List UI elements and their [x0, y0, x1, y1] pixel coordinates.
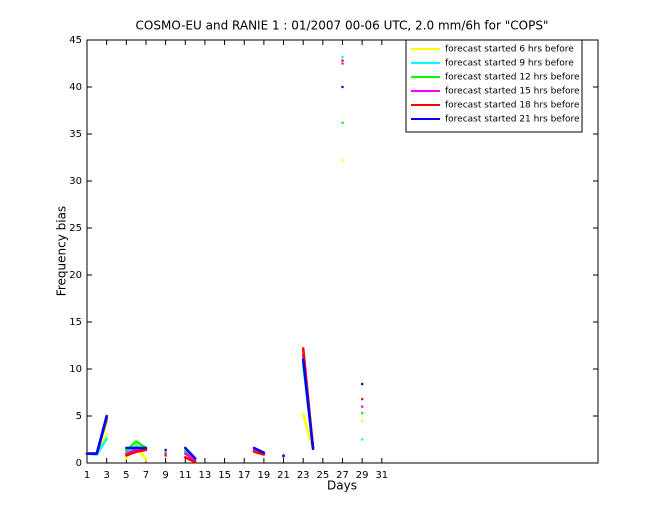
x-tick-label: 23 — [297, 470, 310, 481]
x-tick-label: 15 — [218, 470, 231, 481]
legend-label: forecast started 21 hrs before — [445, 115, 580, 125]
x-tick-label: 13 — [199, 470, 212, 481]
x-tick-label: 19 — [258, 470, 271, 481]
x-tick-label: 29 — [356, 470, 369, 481]
legend: forecast started 6 hrs before forecast st… — [405, 39, 583, 133]
x-tick-label: 5 — [123, 470, 129, 481]
legend-box — [405, 39, 583, 133]
y-tick-label: 5 — [76, 411, 82, 422]
x-tick-label: 27 — [336, 470, 349, 481]
y-tick-label: 0 — [76, 458, 82, 469]
x-tick-label: 31 — [375, 470, 388, 481]
y-tick-label: 25 — [69, 223, 82, 234]
x-tick-label: 25 — [316, 470, 329, 481]
legend-label: forecast started 15 hrs before — [445, 87, 580, 97]
x-tick-label: 9 — [162, 470, 168, 481]
chart-title: COSMO-EU and RANIE 1 : 01/2007 00-06 UTC… — [136, 19, 549, 33]
x-tick-label: 17 — [238, 470, 251, 481]
x-tick-label: 1 — [84, 470, 90, 481]
y-tick-label: 45 — [69, 35, 82, 46]
x-axis-label: Days — [327, 479, 357, 493]
x-tick-label: 3 — [103, 470, 109, 481]
y-tick-label: 15 — [69, 317, 82, 328]
legend-label: forecast started 18 hrs before — [445, 101, 580, 111]
y-tick-label: 30 — [69, 176, 82, 187]
x-tick-label: 11 — [179, 470, 192, 481]
legend-label: forecast started 6 hrs before — [445, 45, 574, 55]
y-tick-label: 35 — [69, 129, 82, 140]
y-axis-label: Frequency bias — [55, 206, 69, 296]
y-tick-label: 10 — [69, 364, 82, 375]
y-tick-label: 20 — [69, 270, 82, 281]
legend-label: forecast started 9 hrs before — [445, 59, 574, 69]
y-tick-label: 40 — [69, 82, 82, 93]
x-tick-label: 7 — [143, 470, 149, 481]
x-tick-label: 21 — [277, 470, 290, 481]
series-line — [85, 85, 364, 460]
legend-label: forecast started 12 hrs before — [445, 73, 580, 83]
